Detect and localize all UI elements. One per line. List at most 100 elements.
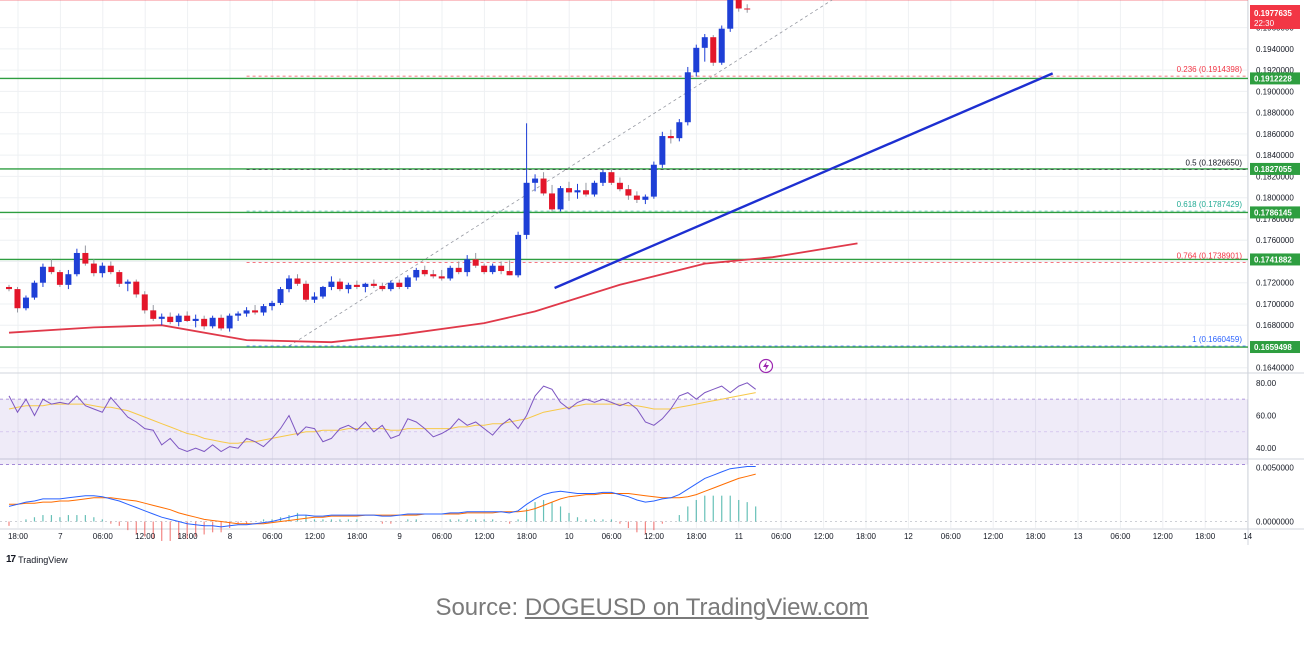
candle-body (82, 252, 89, 264)
candle-body (124, 281, 131, 284)
time-tick-label: 18:00 (517, 532, 538, 541)
level-tag (1250, 253, 1300, 266)
candle-body (107, 265, 114, 273)
candle-body (65, 274, 72, 285)
level-tag-label: 0.1659498 (1254, 343, 1292, 352)
price-tick-label: 0.1700000 (1256, 300, 1294, 309)
candle-body (379, 285, 386, 290)
time-tick-label: 18:00 (8, 532, 29, 541)
candle-body (549, 193, 556, 210)
time-tick-label: 06:00 (93, 532, 114, 541)
time-tick-label: 06:00 (941, 532, 962, 541)
level-tag-label: 0.1912228 (1254, 74, 1292, 83)
candle-body (472, 259, 479, 266)
source-link[interactable]: DOGEUSD on TradingView.com (524, 594, 869, 621)
candle-body (430, 274, 437, 277)
time-tick-label: 18:00 (178, 532, 199, 541)
candle-body (582, 190, 589, 195)
candle-body (540, 178, 547, 194)
fib-anchor-line (288, 0, 833, 347)
trendline[interactable] (554, 72, 1054, 290)
candle-body (277, 289, 284, 303)
chart-grid (0, 0, 1304, 548)
tradingview-logo-icon: 17 (6, 554, 16, 565)
candle-body (336, 281, 343, 290)
candle-body (599, 172, 606, 183)
chart-background (0, 0, 1304, 548)
price-tick-label: 0.1840000 (1256, 151, 1294, 160)
candle-body (56, 272, 63, 285)
flash-alert-icon[interactable] (758, 358, 774, 374)
macd-tick-label: 0.0050000 (1256, 464, 1294, 473)
candle-body (150, 310, 157, 319)
candle-body (396, 282, 403, 287)
candle-body (684, 72, 691, 123)
price-chart[interactable]: 80.00 60.00 40.00 0.0050000 0.0000000 0.236… (0, 0, 1304, 548)
level-tag (1250, 162, 1300, 175)
candle-body (116, 272, 123, 284)
candle-body (616, 182, 623, 190)
candle-body (260, 306, 267, 313)
candle-body (489, 265, 496, 273)
price-tick-label: 0.1900000 (1256, 87, 1294, 96)
time-tick-label: 12:00 (644, 532, 665, 541)
candle-body (353, 284, 360, 287)
candle-body (370, 283, 377, 286)
fib-level-label: 0.5 (0.1826650) (1186, 158, 1243, 167)
rsi-line (8, 382, 757, 453)
candle-body (566, 188, 573, 193)
candle-body (650, 164, 657, 197)
candle-body (218, 317, 225, 329)
fib-level-label: 0.618 (0.1787429) (1177, 200, 1243, 209)
candle-body (14, 289, 21, 309)
candle-body (633, 195, 640, 200)
last-price-tag (1250, 5, 1300, 29)
price-tick-label: 0.1640000 (1256, 364, 1294, 373)
fib-level-label: 1 (0.1660459) (1192, 335, 1242, 344)
candle-body (557, 188, 564, 210)
time-tick-label: 12:00 (474, 532, 495, 541)
candle-body (345, 284, 352, 290)
time-tick-label: 06:00 (432, 532, 453, 541)
candle-body (73, 252, 80, 275)
candle-body (243, 310, 250, 314)
time-tick-label: 10 (565, 532, 574, 541)
candle-body (328, 281, 335, 287)
candle-body (701, 37, 708, 48)
candle-body (362, 283, 369, 287)
candle-body (498, 265, 505, 272)
time-tick-label: 12:00 (135, 532, 156, 541)
level-tag-label: 0.1741882 (1254, 255, 1292, 264)
candle-body (438, 276, 445, 279)
level-tag (1250, 206, 1300, 219)
candle-body (421, 269, 428, 275)
rsi-ma-line (8, 392, 756, 444)
candle-body (625, 189, 632, 196)
macd-signal-line (9, 473, 756, 525)
candle-body (710, 37, 717, 63)
macd-line (8, 466, 756, 528)
price-tick-label: 0.1680000 (1256, 321, 1294, 330)
candle-body (90, 263, 97, 274)
candle-body (252, 310, 259, 313)
macd-panel: 0.0050000 0.0000000 (0, 464, 1294, 541)
candle-body (286, 278, 293, 290)
candle-body (209, 317, 216, 327)
time-tick-label: 06:00 (771, 532, 792, 541)
trendline-line (554, 72, 1054, 290)
candle-body (676, 122, 683, 139)
support-resistance-levels (0, 77, 1248, 348)
price-tick-label: 0.1800000 (1256, 194, 1294, 203)
price-tick-label: 0.1720000 (1256, 279, 1294, 288)
candle-body (608, 172, 615, 183)
time-tick-label: 06:00 (1110, 532, 1131, 541)
candle-body (175, 315, 182, 323)
candle-body (642, 196, 649, 200)
alert-icon-bolt (763, 361, 769, 371)
time-tick-label: 8 (228, 532, 233, 541)
candle-body (294, 278, 301, 284)
countdown-label: 22:30 (1254, 19, 1275, 28)
candle-body (515, 234, 522, 276)
candle-body (727, 0, 734, 29)
candle-body (167, 316, 174, 323)
